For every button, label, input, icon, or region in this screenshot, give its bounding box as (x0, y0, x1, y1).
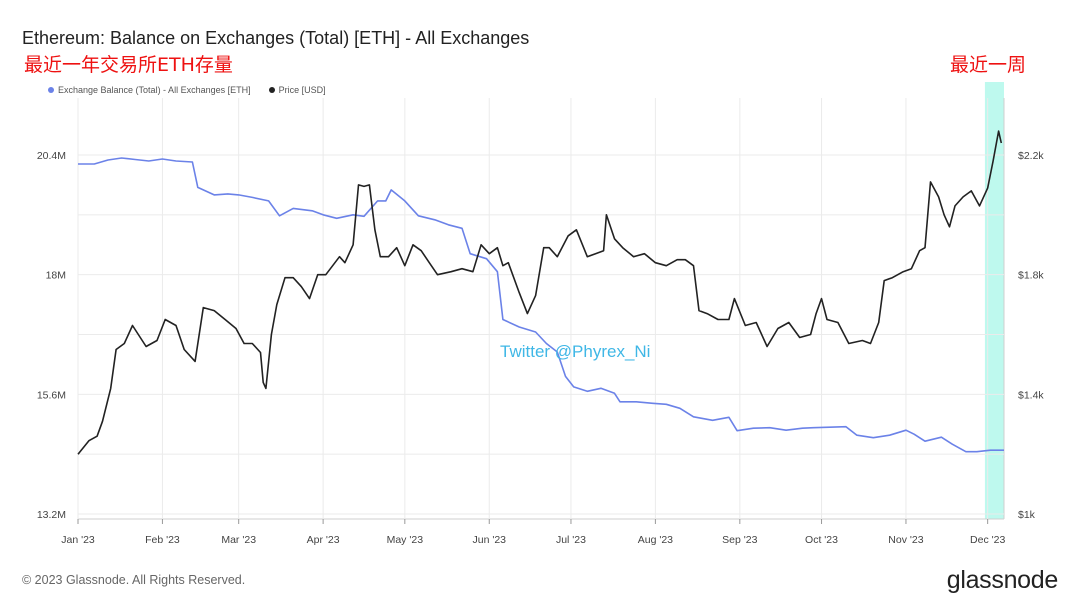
right-tick-label: $2.2k (1018, 150, 1044, 162)
legend-label-balance: Exchange Balance (Total) - All Exchanges… (58, 85, 251, 95)
copyright-text: © 2023 Glassnode. All Rights Reserved. (22, 573, 246, 587)
chart-legend[interactable]: Exchange Balance (Total) - All Exchanges… (48, 85, 326, 95)
x-tick-label: Oct '23 (805, 534, 838, 546)
legend-label-price: Price [USD] (278, 85, 326, 95)
right-tick-label: $1k (1018, 509, 1036, 521)
watermark-text: Twitter @Phyrex_Ni (500, 342, 651, 361)
x-tick-label: Jan '23 (61, 534, 95, 546)
left-tick-label: 18M (46, 270, 66, 282)
left-tick-label: 13.2M (37, 509, 66, 521)
annotation-week: 最近一周 (950, 54, 1027, 76)
x-tick-label: Dec '23 (970, 534, 1005, 546)
x-tick-label: Mar '23 (221, 534, 256, 546)
x-tick-label: Nov '23 (888, 534, 923, 546)
right-tick-label: $1.8k (1018, 270, 1044, 282)
series-line-price (77, 130, 1003, 455)
x-tick-label: Apr '23 (307, 534, 340, 546)
glassnode-logo: glassnode (946, 566, 1059, 594)
right-tick-label: $1.4k (1018, 389, 1044, 401)
series-line-balance (78, 157, 1004, 453)
x-tick-label: Jul '23 (556, 534, 586, 546)
x-tick-label: Aug '23 (638, 534, 673, 546)
price-dot-icon (268, 87, 275, 93)
left-tick-label: 20.4M (37, 150, 66, 162)
legend-item-balance[interactable]: Exchange Balance (Total) - All Exchanges… (48, 85, 251, 95)
x-tick-label: Feb '23 (145, 534, 180, 546)
annotation-main: 最近一年交易所ETH存量 (24, 54, 233, 76)
x-tick-label: Jun '23 (472, 534, 506, 546)
x-tick-label: Sep '23 (722, 534, 757, 546)
balance-dot-icon (48, 87, 54, 93)
legend-item-price[interactable]: Price [USD] (268, 85, 326, 95)
left-tick-label: 15.6M (37, 389, 66, 401)
chart-title: Ethereum: Balance on Exchanges (Total) [… (22, 28, 530, 48)
highlight-band (984, 82, 1004, 519)
x-tick-label: May '23 (387, 534, 424, 546)
